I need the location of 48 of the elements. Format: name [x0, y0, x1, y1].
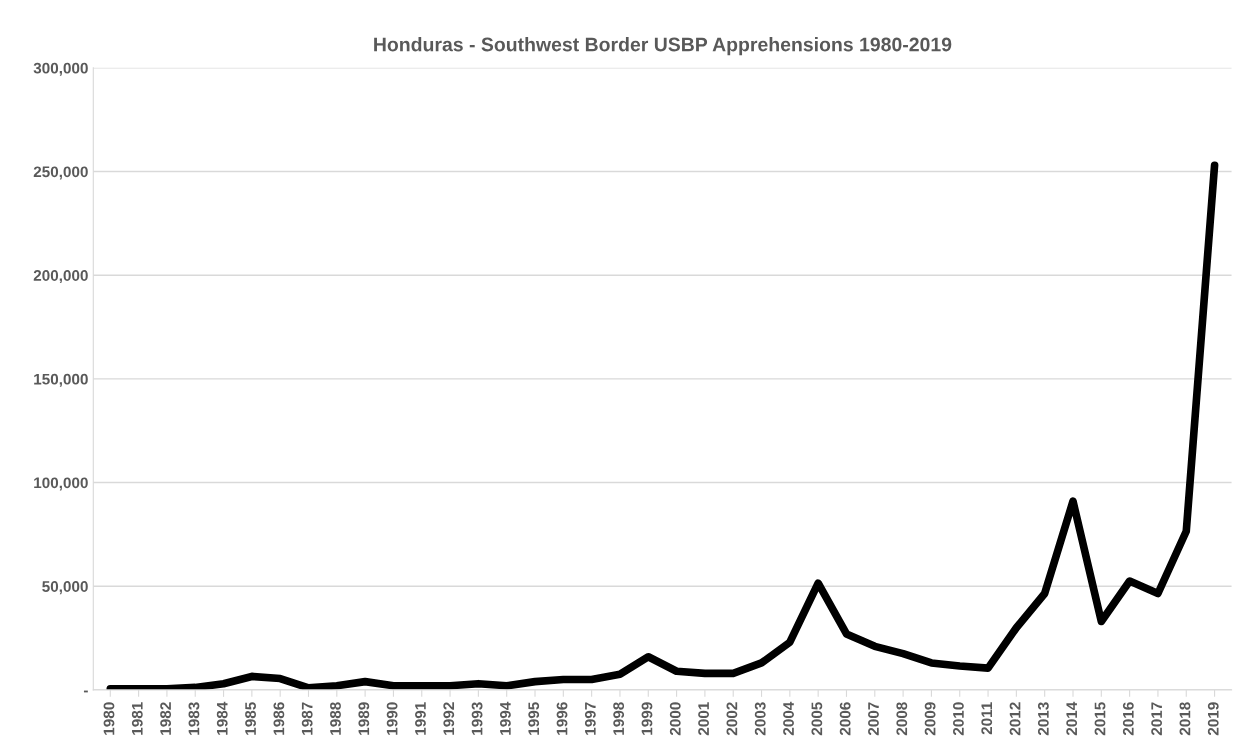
- x-tick-label: 1996: [556, 702, 568, 735]
- y-tick-label: 50,000: [42, 581, 88, 595]
- x-tick-label: 2006: [839, 702, 851, 736]
- x-tick-label: 1987: [301, 702, 313, 735]
- x-tick-label: 2008: [896, 702, 908, 736]
- x-tick-label: 1998: [613, 702, 625, 735]
- x-tick-label: 1989: [358, 702, 370, 735]
- x-tick-label: 1983: [188, 702, 200, 735]
- x-tick-label: 2018: [1179, 702, 1191, 736]
- x-tick-label: 1986: [273, 702, 285, 735]
- x-tick-label: 1984: [216, 701, 228, 735]
- x-tick-label: 2011: [981, 702, 993, 735]
- x-tick-label: 1997: [584, 702, 596, 735]
- x-tick-label: 2012: [1009, 702, 1021, 736]
- x-tick-label: 2007: [868, 702, 879, 736]
- x-tick-label: 2017: [1151, 702, 1163, 736]
- x-tick-label: 2014: [1066, 701, 1078, 736]
- x-tick-label: 2000: [669, 702, 681, 736]
- x-tick-label: 1985: [245, 702, 256, 735]
- x-tick-label: 1980: [103, 702, 115, 735]
- x-tick-label: 2001: [698, 702, 709, 736]
- x-tick-label: 2016: [1122, 702, 1134, 736]
- x-tick-label: 1991: [415, 702, 426, 735]
- y-tick-label: -: [83, 690, 88, 693]
- x-tick-label: 2009: [924, 702, 936, 736]
- x-tick-label: 1995: [528, 702, 540, 735]
- x-tick-label: 2010: [953, 702, 964, 736]
- x-tick-label: 1994: [499, 701, 511, 735]
- x-tick-label: 2004: [783, 701, 794, 736]
- y-tick-label: 200,000: [33, 270, 88, 284]
- x-tick-label: 2015: [1094, 702, 1106, 736]
- x-tick-label: 2019: [1207, 702, 1219, 736]
- x-tick-label: 2013: [1037, 702, 1049, 736]
- x-tick-label: 1988: [330, 702, 341, 735]
- x-tick-label: 1990: [386, 702, 398, 735]
- y-tick-label: 250,000: [33, 166, 88, 180]
- chart-title: Honduras - Southwest Border USBP Apprehensions 1980-2019: [374, 37, 952, 56]
- x-tick-label: 2003: [754, 702, 766, 736]
- x-tick-label: 1993: [471, 702, 483, 735]
- y-tick-label: 300,000: [33, 62, 88, 76]
- x-tick-label: 1992: [443, 702, 455, 735]
- y-tick-label: 150,000: [34, 373, 88, 387]
- x-tick-label: 2005: [811, 702, 823, 736]
- x-tick-label: 1982: [160, 702, 172, 735]
- x-tick-label: 1999: [641, 702, 653, 735]
- x-tick-label: 2002: [726, 702, 738, 736]
- x-tick-label: 1981: [131, 702, 143, 735]
- y-tick-label: 100,000: [34, 477, 88, 491]
